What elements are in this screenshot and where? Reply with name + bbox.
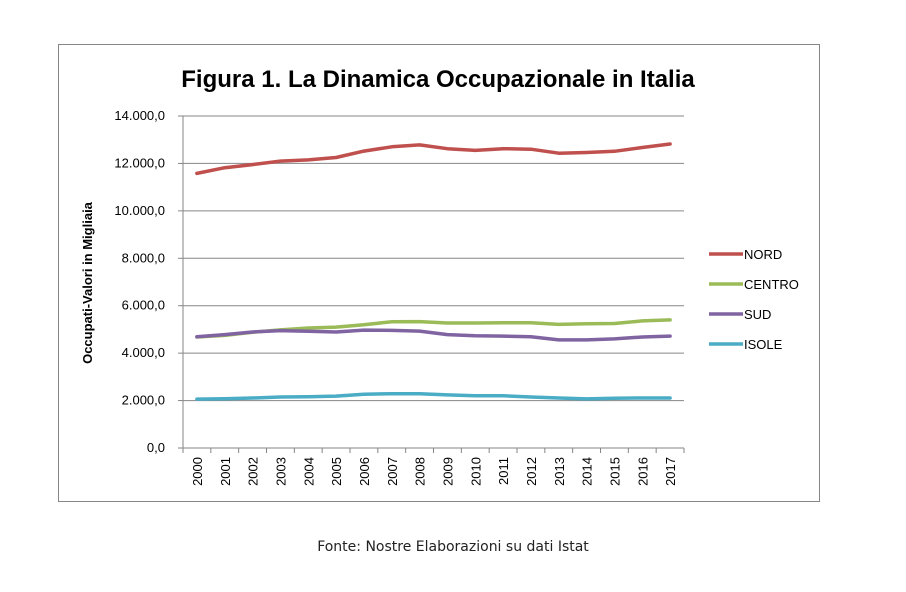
chart-frame: Figura 1. La Dinamica Occupazionale in I… [58, 44, 820, 502]
line-chart: Figura 1. La Dinamica Occupazionale in I… [80, 66, 799, 486]
legend-label-isole: ISOLE [744, 337, 783, 352]
y-tick-label: 14.000,0 [114, 108, 165, 123]
chart-title: Figura 1. La Dinamica Occupazionale in I… [181, 66, 695, 93]
y-tick-label: 2.000,0 [122, 393, 165, 408]
x-tick-label: 2006 [357, 457, 372, 486]
x-tick-label: 2012 [524, 457, 539, 486]
x-tick-label: 2015 [607, 457, 622, 486]
x-tick-label: 2007 [385, 457, 400, 486]
series-line-nord [195, 142, 672, 176]
x-tick-label: 2004 [301, 457, 316, 486]
x-tick-label: 2005 [329, 457, 344, 486]
legend-label-sud: SUD [744, 307, 771, 322]
x-tick-label: 2009 [440, 457, 455, 486]
x-tick-label: 2017 [663, 457, 678, 486]
y-tick-label: 10.000,0 [114, 203, 165, 218]
x-tick-label: 2008 [413, 457, 428, 486]
y-tick-label: 12.000,0 [114, 155, 165, 170]
x-tick-label: 2010 [468, 457, 483, 486]
x-tick-label: 2011 [496, 457, 511, 485]
series-line-isole [195, 391, 672, 401]
x-tick-label: 2001 [218, 457, 233, 486]
series-line-sud [195, 328, 672, 342]
x-tick-label: 2003 [273, 457, 288, 486]
x-tick-label: 2014 [580, 457, 595, 486]
y-tick-label: 8.000,0 [122, 250, 165, 265]
source-note: Fonte: Nostre Elaborazioni su dati Istat [317, 539, 589, 555]
y-tick-label: 4.000,0 [122, 345, 165, 360]
y-tick-label: 6.000,0 [122, 298, 165, 313]
legend-label-centro: CENTRO [744, 277, 799, 292]
x-tick-label: 2016 [635, 457, 650, 486]
y-tick-label: 0,0 [147, 440, 165, 455]
y-axis-label: Occupati-Valori in Migliaia [80, 201, 95, 364]
legend-label-nord: NORD [744, 247, 782, 262]
x-tick-label: 2002 [246, 457, 261, 486]
legend: NORD CENTRO SUD ISOLE [709, 247, 799, 352]
series-lines [195, 142, 672, 401]
axes: 0,0 2.000,0 4.000,0 6.000,0 8.000,0 10.000,0 1… [114, 108, 685, 486]
x-tick-label: 2000 [190, 457, 205, 486]
x-tick-label: 2013 [552, 457, 567, 486]
